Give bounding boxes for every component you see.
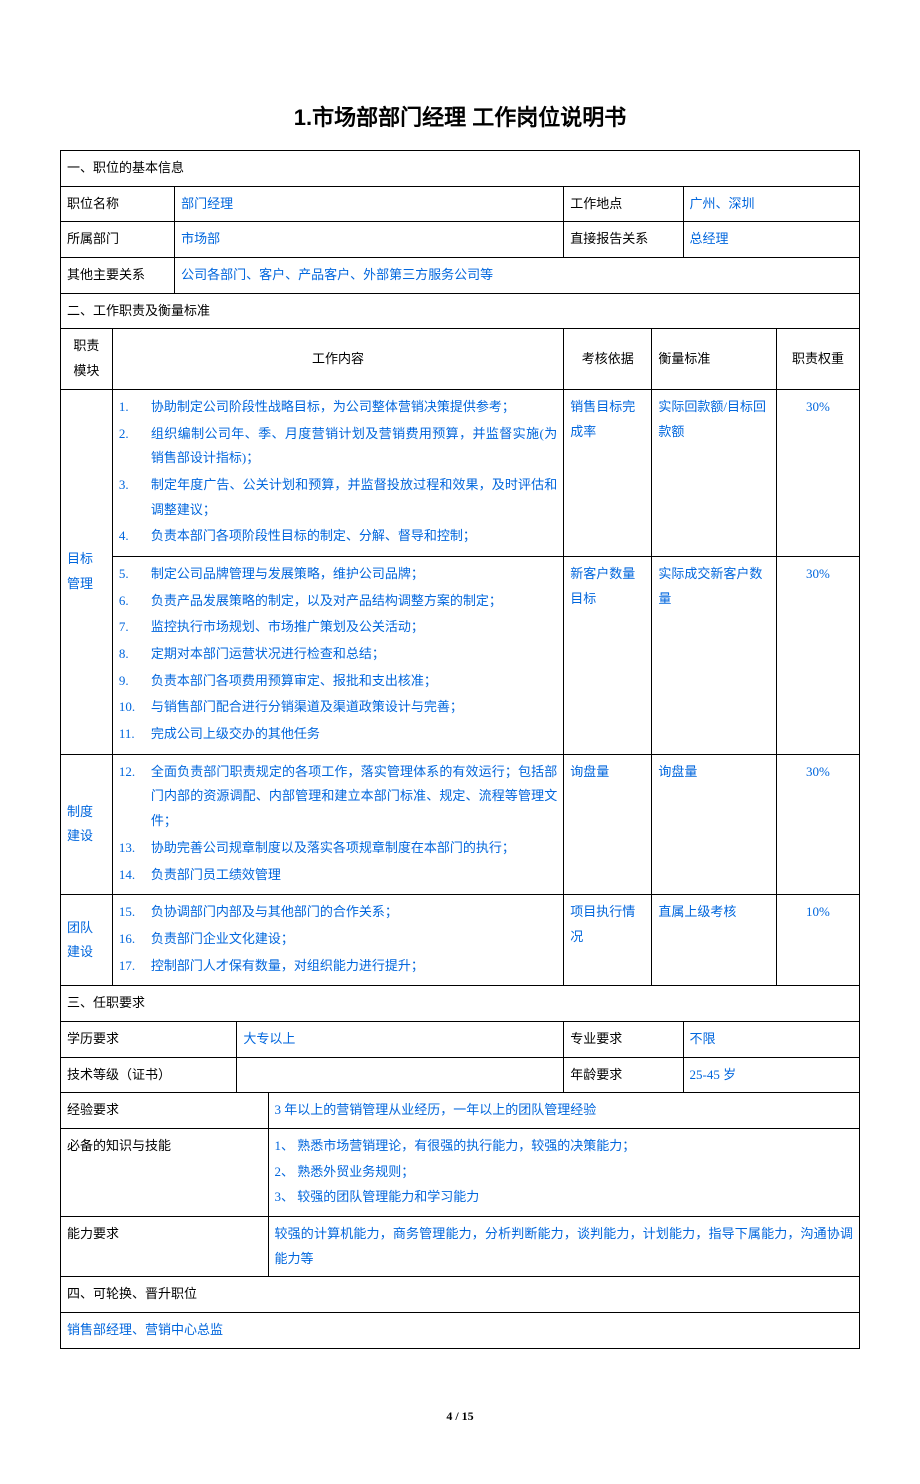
ability-value: 较强的计算机能力，商务管理能力，分析判断能力，谈判能力，计划能力，指导下属能力，… — [268, 1217, 860, 1277]
major-value: 不限 — [683, 1021, 859, 1057]
report-label: 直接报告关系 — [564, 222, 683, 258]
location-label: 工作地点 — [564, 186, 683, 222]
tech-value — [237, 1057, 564, 1093]
section1-header: 一、职位的基本信息 — [61, 151, 860, 187]
module1-basis2: 新客户数量目标 — [564, 556, 652, 754]
module2-standard: 询盘量 — [652, 754, 777, 894]
module1-weight1: 30% — [776, 389, 859, 556]
module2-name: 制度建设 — [61, 754, 113, 894]
major-label: 专业要求 — [564, 1021, 683, 1057]
edu-label: 学历要求 — [61, 1021, 237, 1057]
page-title: 1.市场部部门经理 工作岗位说明书 — [60, 100, 860, 132]
module1-content1: 1.协助制定公司阶段性战略目标，为公司整体营销决策提供参考； 2.组织编制公司年… — [112, 389, 563, 556]
age-value: 25-45 岁 — [683, 1057, 859, 1093]
module3-standard: 直属上级考核 — [652, 895, 777, 986]
module1-basis1: 销售目标完成率 — [564, 389, 652, 556]
skill-value: 1、 熟悉市场营销理论，有很强的执行能力，较强的决策能力； 2、 熟悉外贸业务规… — [268, 1129, 860, 1217]
other-value: 公司各部门、客户、产品客户、外部第三方服务公司等 — [175, 258, 860, 294]
ability-label: 能力要求 — [61, 1217, 269, 1277]
age-label: 年龄要求 — [564, 1057, 683, 1093]
header-weight: 职责权重 — [776, 329, 859, 389]
module1-content2: 5.制定公司品牌管理与发展策略，维护公司品牌； 6.负责产品发展策略的制定，以及… — [112, 556, 563, 754]
header-basis: 考核依据 — [564, 329, 652, 389]
module1-weight2: 30% — [776, 556, 859, 754]
report-value: 总经理 — [683, 222, 859, 258]
job-spec-table: 一、职位的基本信息 职位名称 部门经理 工作地点 广州、深圳 所属部门 市场部 … — [60, 150, 860, 1349]
tech-label: 技术等级（证书） — [61, 1057, 237, 1093]
section3-header: 三、任职要求 — [61, 986, 860, 1022]
module1-standard1: 实际回款额/目标回款额 — [652, 389, 777, 556]
location-value: 广州、深圳 — [683, 186, 859, 222]
dept-label: 所属部门 — [61, 222, 175, 258]
section4-value: 销售部经理、营销中心总监 — [61, 1313, 860, 1349]
edu-value: 大专以上 — [237, 1021, 564, 1057]
header-content: 工作内容 — [112, 329, 563, 389]
exp-value: 3 年以上的营销管理从业经历，一年以上的团队管理经验 — [268, 1093, 860, 1129]
header-standard: 衡量标准 — [652, 329, 777, 389]
module2-basis: 询盘量 — [564, 754, 652, 894]
module2-weight: 30% — [776, 754, 859, 894]
module1-name: 目标管理 — [61, 389, 113, 754]
other-label: 其他主要关系 — [61, 258, 175, 294]
skill-label: 必备的知识与技能 — [61, 1129, 269, 1217]
module3-content: 15.负协调部门内部及与其他部门的合作关系； 16.负责部门企业文化建设； 17… — [112, 895, 563, 986]
module3-name: 团队建设 — [61, 895, 113, 986]
section2-header: 二、工作职责及衡量标准 — [61, 293, 860, 329]
exp-label: 经验要求 — [61, 1093, 269, 1129]
position-label: 职位名称 — [61, 186, 175, 222]
module2-content: 12.全面负责部门职责规定的各项工作，落实管理体系的有效运行；包括部门内部的资源… — [112, 754, 563, 894]
position-value: 部门经理 — [175, 186, 564, 222]
page-footer: 4 / 15 — [60, 1409, 860, 1424]
header-module: 职责模块 — [61, 329, 113, 389]
section4-header: 四、可轮换、晋升职位 — [61, 1277, 860, 1313]
module3-basis: 项目执行情况 — [564, 895, 652, 986]
dept-value: 市场部 — [175, 222, 564, 258]
module1-standard2: 实际成交新客户数量 — [652, 556, 777, 754]
module3-weight: 10% — [776, 895, 859, 986]
